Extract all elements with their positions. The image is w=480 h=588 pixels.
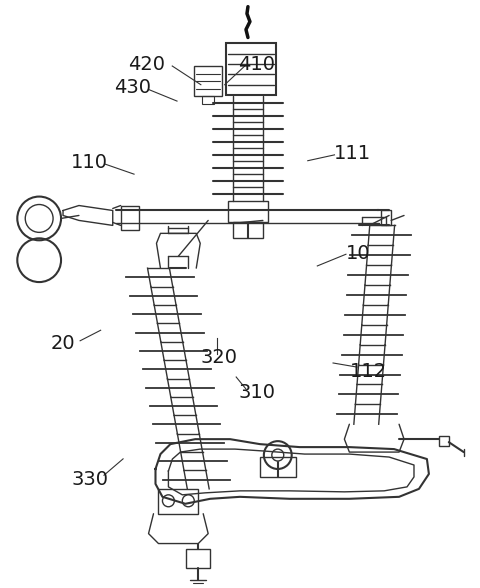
- Bar: [202, 96, 214, 104]
- Bar: [158, 489, 198, 514]
- Text: 111: 111: [334, 144, 371, 163]
- Bar: [260, 457, 296, 477]
- Bar: [228, 201, 268, 222]
- Bar: [226, 44, 276, 95]
- Text: 320: 320: [200, 348, 237, 367]
- Text: 110: 110: [71, 153, 108, 172]
- Text: 112: 112: [350, 362, 387, 380]
- Bar: [233, 222, 263, 238]
- Text: 430: 430: [114, 78, 151, 97]
- Bar: [120, 206, 139, 230]
- Bar: [186, 549, 210, 569]
- Text: 420: 420: [129, 55, 166, 74]
- Text: 10: 10: [346, 243, 371, 263]
- Text: 410: 410: [238, 55, 275, 74]
- Text: 330: 330: [71, 470, 108, 489]
- Text: 310: 310: [238, 383, 275, 402]
- Bar: [439, 436, 449, 446]
- Bar: [381, 211, 391, 225]
- Text: 20: 20: [51, 334, 76, 353]
- Bar: [194, 66, 222, 96]
